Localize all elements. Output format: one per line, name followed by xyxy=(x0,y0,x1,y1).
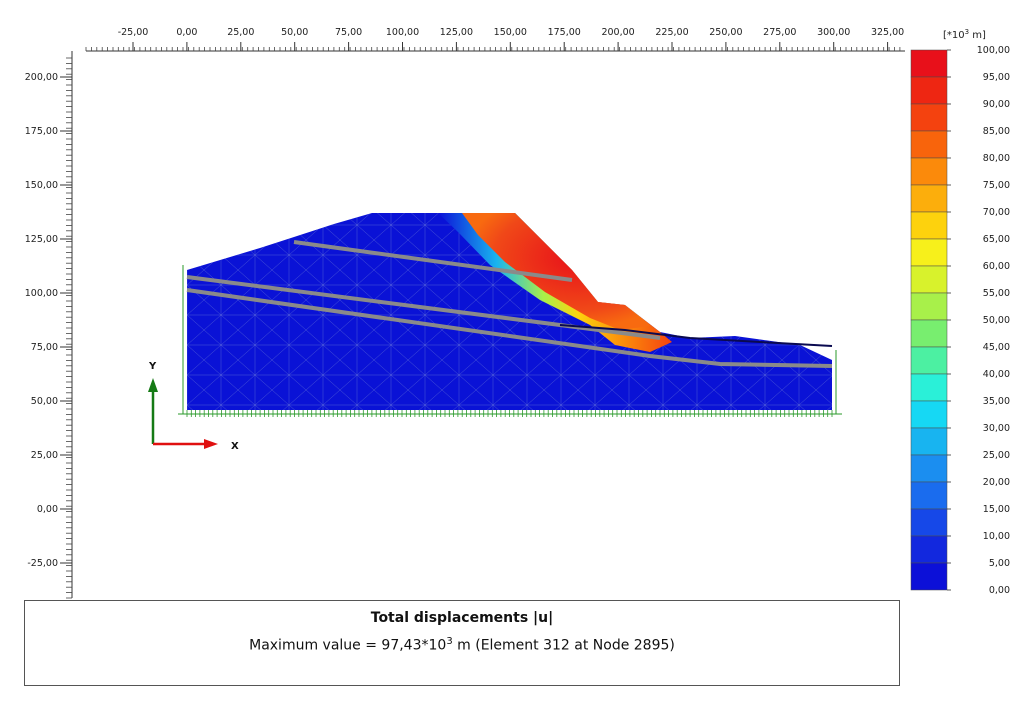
legend-level-label: 55,00 xyxy=(983,288,1010,299)
y-tick-label: 50,00 xyxy=(31,396,58,407)
model-geometry xyxy=(178,213,842,417)
legend-band xyxy=(910,508,948,537)
color-legend: [*103 m] 100,00 95,00 90,00 85,00 80,00 75,00… xyxy=(910,28,1010,596)
x-tick-label: 25,00 xyxy=(227,27,254,38)
x-tick-label: 50,00 xyxy=(281,27,308,38)
axis-y-label: Y xyxy=(148,361,157,372)
caption-max-value: Maximum value = 97,43*103 m (Element 312… xyxy=(249,636,675,654)
y-tick-label: 200,00 xyxy=(25,72,58,83)
legend-band xyxy=(910,373,948,402)
legend-band xyxy=(910,319,948,348)
legend-level-label: 20,00 xyxy=(983,477,1010,488)
y-tick-label: 0,00 xyxy=(37,504,58,515)
legend-level-label: 30,00 xyxy=(983,423,1010,434)
y-tick-label: 175,00 xyxy=(25,126,58,137)
legend-level-label: 50,00 xyxy=(983,315,1010,326)
legend-level-label: 80,00 xyxy=(983,153,1010,164)
legend-level-label: 65,00 xyxy=(983,234,1010,245)
y-tick-label: 125,00 xyxy=(25,234,58,245)
y-tick-label: 100,00 xyxy=(25,288,58,299)
legend-band xyxy=(910,481,948,510)
x-tick-label: -25,00 xyxy=(118,27,149,38)
legend-band xyxy=(910,292,948,321)
legend-band xyxy=(910,76,948,105)
legend-level-label: 90,00 xyxy=(983,99,1010,110)
legend-level-label: 95,00 xyxy=(983,72,1010,83)
phreatic-line xyxy=(559,324,833,347)
legend-unit: [*103 m] xyxy=(943,28,986,41)
caption-title: Total displacements |u| xyxy=(370,610,554,626)
legend-band xyxy=(910,535,948,564)
x-tick-label: 0,00 xyxy=(176,27,197,38)
layer-boundary-3 xyxy=(186,288,833,368)
legend-level-label: 15,00 xyxy=(983,504,1010,515)
legend-level-label: 0,00 xyxy=(989,585,1010,596)
x-tick-label: 175,00 xyxy=(548,27,581,38)
legend-band xyxy=(910,238,948,267)
legend-level-label: 85,00 xyxy=(983,126,1010,137)
x-tick-label: 150,00 xyxy=(494,27,527,38)
x-tick-label: 325,00 xyxy=(871,27,904,38)
legend-band xyxy=(910,400,948,429)
legend-band xyxy=(910,265,948,294)
axis-triad: Y X xyxy=(148,361,239,452)
legend-level-label: 35,00 xyxy=(983,396,1010,407)
x-tick-label: 125,00 xyxy=(440,27,473,38)
legend-band xyxy=(910,49,948,78)
legend-band xyxy=(910,184,948,213)
legend-level-label: 45,00 xyxy=(983,342,1010,353)
legend-band xyxy=(910,157,948,186)
x-tick-label: 250,00 xyxy=(709,27,742,38)
x-tick-label: 300,00 xyxy=(817,27,850,38)
legend-band xyxy=(910,346,948,375)
y-ruler: 200,00 175,00 150,00 125,00 100,00 75,00 50,00… xyxy=(25,51,73,599)
legend-level-label: 60,00 xyxy=(983,261,1010,272)
result-caption: Total displacements |u| Maximum value = … xyxy=(24,600,900,686)
legend-level-label: 5,00 xyxy=(989,558,1010,569)
legend-level-label: 70,00 xyxy=(983,207,1010,218)
y-tick-label: 150,00 xyxy=(25,180,58,191)
slip-zone-core xyxy=(462,213,650,330)
legend-level-label: 10,00 xyxy=(983,531,1010,542)
x-tick-label: 200,00 xyxy=(601,27,634,38)
legend-level-label: 100,00 xyxy=(977,45,1010,56)
legend-band xyxy=(910,427,948,456)
layer-boundary-1 xyxy=(293,240,573,282)
legend-band xyxy=(910,103,948,132)
y-tick-label: 75,00 xyxy=(31,342,58,353)
x-tick-label: 275,00 xyxy=(763,27,796,38)
legend-level-label: 75,00 xyxy=(983,180,1010,191)
y-tick-label: -25,00 xyxy=(27,558,58,569)
x-tick-label: 75,00 xyxy=(335,27,362,38)
legend-band xyxy=(910,211,948,240)
legend-band xyxy=(910,130,948,159)
y-tick-label: 25,00 xyxy=(31,450,58,461)
x-tick-label: 100,00 xyxy=(386,27,419,38)
axis-x-label: X xyxy=(231,441,239,452)
legend-level-label: 25,00 xyxy=(983,450,1010,461)
x-tick-label: 225,00 xyxy=(655,27,688,38)
legend-level-label: 40,00 xyxy=(983,369,1010,380)
x-ruler: -25,00 0,00 25,00 50,00 75,00 100,00 125,00 150… xyxy=(85,27,905,52)
legend-band xyxy=(910,454,948,483)
legend-band xyxy=(910,562,948,591)
